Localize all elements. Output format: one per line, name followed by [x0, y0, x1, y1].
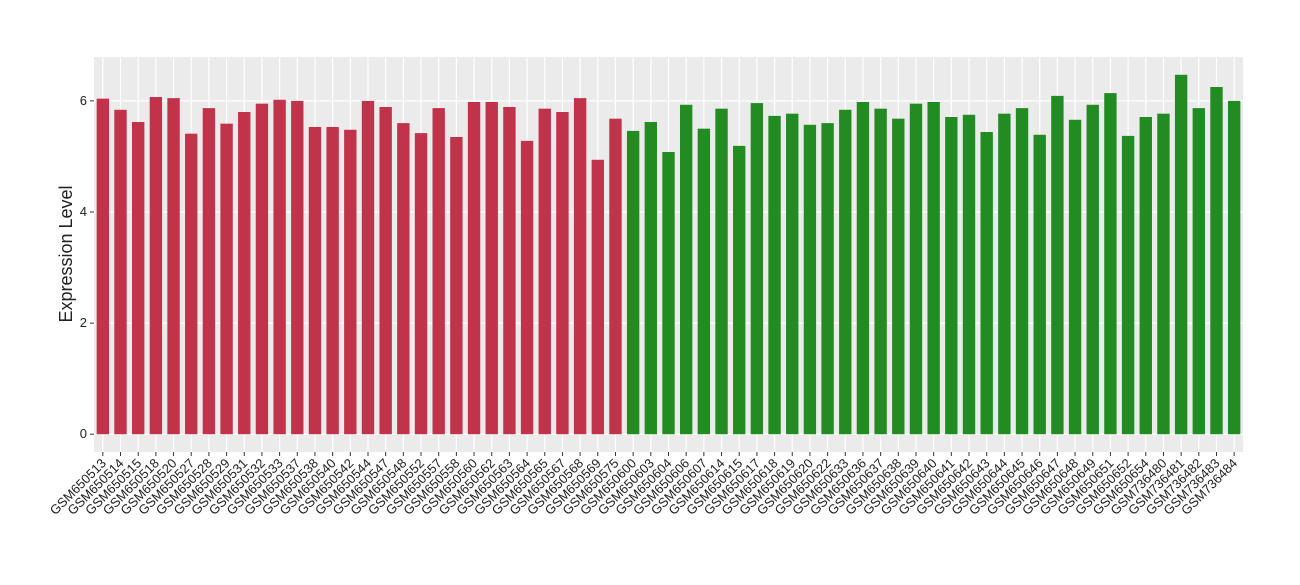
bar	[1121, 135, 1135, 435]
bar	[308, 127, 322, 435]
bar	[414, 133, 428, 435]
bar	[591, 159, 604, 435]
bar	[344, 129, 357, 435]
bar	[467, 102, 481, 435]
bar	[132, 122, 145, 435]
bar	[202, 108, 216, 435]
bar	[1210, 87, 1223, 435]
y-axis-label: Expression Level	[56, 185, 76, 322]
bar	[679, 104, 693, 435]
bar	[114, 109, 127, 435]
bar	[927, 102, 940, 435]
bar	[149, 97, 163, 435]
bar	[998, 113, 1011, 435]
bar	[892, 118, 905, 435]
bar	[220, 123, 233, 435]
bar	[556, 112, 569, 435]
bar	[238, 112, 251, 435]
bar	[821, 123, 834, 435]
bar	[609, 118, 622, 435]
bar	[803, 124, 817, 435]
bar	[839, 109, 852, 435]
bar	[361, 100, 375, 435]
bar	[520, 140, 534, 435]
bar	[874, 108, 887, 435]
bar	[768, 115, 781, 435]
bar	[662, 152, 675, 435]
bar	[1139, 117, 1152, 435]
bar	[962, 114, 976, 435]
bar	[786, 113, 799, 435]
bar	[538, 108, 551, 435]
bar	[733, 145, 746, 435]
bar	[1033, 134, 1046, 435]
y-tick-label: 2	[80, 315, 87, 330]
bar	[503, 107, 516, 435]
bar	[697, 128, 711, 435]
bar	[1157, 113, 1170, 435]
bar	[980, 132, 993, 435]
y-tick-label: 6	[80, 93, 87, 108]
bar	[255, 103, 269, 435]
bar	[1104, 93, 1117, 435]
bar	[573, 98, 587, 435]
bar	[909, 103, 923, 435]
bar	[1227, 100, 1241, 435]
y-tick-label: 0	[80, 426, 87, 441]
y-tick-label: 4	[80, 204, 87, 219]
bar	[644, 122, 658, 435]
bar	[1086, 104, 1099, 435]
bar	[1192, 108, 1205, 435]
bar	[626, 130, 640, 435]
bar	[1015, 108, 1029, 435]
bar	[945, 117, 958, 435]
bar	[856, 102, 870, 435]
bar	[715, 108, 728, 435]
bar	[1174, 74, 1188, 435]
bar	[326, 127, 339, 435]
bar	[1068, 119, 1082, 435]
bar	[185, 133, 198, 435]
bar	[96, 98, 110, 435]
bar	[432, 108, 445, 435]
bar	[291, 100, 304, 435]
bar	[379, 107, 392, 435]
bar	[450, 137, 463, 435]
bar	[1051, 95, 1064, 435]
bar	[485, 102, 498, 435]
bar	[750, 103, 764, 435]
bar	[167, 98, 180, 435]
bar	[273, 99, 286, 435]
bar	[397, 123, 410, 435]
